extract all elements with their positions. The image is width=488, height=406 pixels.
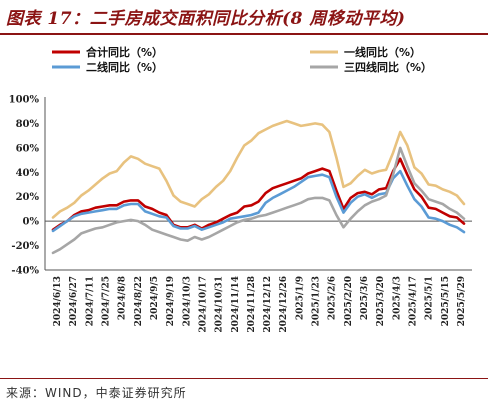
x-tick-label: 2024/8/22 [134, 276, 144, 326]
x-tick-label: 2024/10/3 [182, 276, 192, 326]
legend-label-1: 一线同比（%） [344, 45, 421, 59]
x-tick-label: 2024/6/13 [53, 276, 63, 326]
x-tick-label: 2025/5/15 [441, 276, 451, 326]
x-tick-label: 2025/3/6 [360, 276, 370, 320]
x-tick-label: 2024/8/8 [118, 276, 128, 320]
x-tick-label: 2025/3/20 [376, 276, 386, 326]
y-tick-label: 0% [23, 217, 40, 228]
series-line-1 [51, 119, 466, 219]
x-tick-label: 2025/1/23 [312, 276, 322, 326]
x-tick-label: 2024/6/27 [69, 276, 79, 326]
legend-label-3: 三四线同比（%） [344, 60, 432, 74]
x-tick-label: 2024/10/17 [198, 276, 208, 333]
series-line-3 [51, 146, 466, 255]
y-axis: 100% 80% 60% 40% 20% 0% -20% -40% [9, 95, 46, 277]
y-tick-label: 60% [16, 143, 40, 154]
series-line-2 [51, 169, 466, 234]
line-chart: 合计同比（%） 一线同比（%） 二线同比（%） 三四线同比（%） 100% 80% 60%… [9, 45, 472, 333]
legend: 合计同比（%） 一线同比（%） 二线同比（%） 三四线同比（%） [52, 45, 432, 74]
plot-area [51, 119, 466, 255]
x-tick-label: 2025/2/6 [328, 276, 338, 320]
x-tick-label: 2025/5/29 [457, 276, 467, 326]
page-title: 图表 17：二手房成交面积同比分析(8 周移动平均) [6, 9, 406, 29]
source-divider [0, 378, 488, 379]
x-tick-label: 2025/1/9 [295, 276, 305, 320]
y-tick-label: 100% [9, 95, 40, 106]
x-axis: 2024/6/13 2024/6/27 2024/7/11 2024/7/25 2024… [45, 220, 472, 333]
legend-label-0: 合计同比（%） [86, 45, 163, 59]
source-note: 来源：WIND，中泰证券研究所 [6, 386, 187, 400]
x-tick-label: 2024/9/19 [166, 276, 176, 326]
x-tick-label: 2024/10/31 [215, 276, 225, 333]
x-tick-label: 2025/5/1 [425, 276, 435, 320]
legend-label-2: 二线同比（%） [86, 60, 163, 74]
x-tick-label: 2025/4/3 [392, 276, 402, 320]
y-tick-label: -20% [11, 241, 39, 252]
x-tick-label: 2024/12/12 [263, 276, 273, 333]
series-line-0 [51, 157, 466, 231]
y-tick-label: 40% [16, 168, 40, 179]
y-tick-label: 20% [16, 192, 40, 203]
x-tick-label: 2024/7/11 [85, 276, 95, 326]
y-tick-label: -40% [11, 266, 39, 277]
x-tick-label: 2025/2/20 [344, 276, 354, 326]
x-tick-label: 2024/11/14 [231, 276, 241, 333]
title-divider [0, 33, 488, 35]
y-tick-label: 80% [16, 119, 40, 130]
x-tick-label: 2024/9/5 [150, 276, 160, 320]
x-tick-label: 2024/7/25 [101, 276, 111, 326]
x-tick-label: 2024/12/26 [279, 276, 289, 333]
x-tick-label: 2024/11/28 [247, 276, 257, 333]
x-tick-label: 2025/4/17 [409, 276, 419, 326]
